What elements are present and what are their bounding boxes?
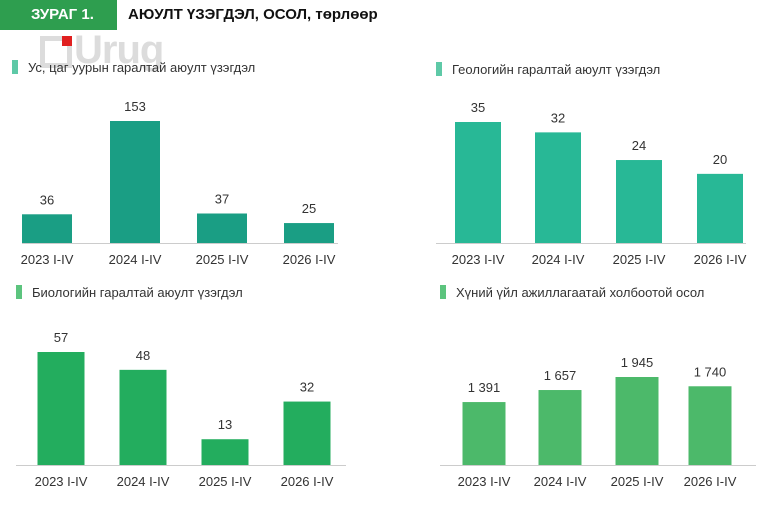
- data-label: 57: [54, 330, 68, 345]
- bar: [201, 439, 249, 465]
- x-tick-label: 2024 I-IV: [534, 474, 587, 489]
- legend-swatch: [440, 285, 446, 299]
- chart-title: Биологийн гаралтай аюулт үзэгдэл: [16, 283, 243, 303]
- bar: [110, 121, 160, 243]
- data-label: 48: [136, 348, 150, 363]
- data-label: 35: [471, 100, 485, 115]
- legend-swatch: [16, 285, 22, 299]
- x-tick-label: 2024 I-IV: [109, 252, 162, 267]
- data-label: 32: [300, 380, 314, 395]
- bar: [284, 223, 334, 243]
- data-label: 1 740: [694, 364, 727, 379]
- data-label: 1 391: [468, 380, 501, 395]
- chart-title-text: Биологийн гаралтай аюулт үзэгдэл: [32, 285, 243, 300]
- data-label: 25: [302, 201, 316, 216]
- data-label: 37: [215, 191, 229, 206]
- bar: [538, 390, 582, 465]
- chart-panel-hydromet: Ус, цаг уурын гаралтай аюулт үзэгдэл 36 2…: [12, 58, 352, 272]
- x-tick-label: 2025 I-IV: [613, 252, 666, 267]
- chart-title: Хүний үйл ажиллагаатай холбоотой осол: [440, 283, 704, 303]
- x-tick-label: 2026 I-IV: [684, 474, 737, 489]
- x-tick-label: 2026 I-IV: [281, 474, 334, 489]
- x-tick-label: 2026 I-IV: [694, 252, 747, 267]
- x-tick-label: 2026 I-IV: [283, 252, 336, 267]
- data-label: 36: [40, 192, 54, 207]
- bar-chart-hydromet: 36 2023 I-IV 153 2024 I-IV 37 2025 I-IV 25 2026…: [21, 99, 338, 267]
- x-tick-label: 2024 I-IV: [117, 474, 170, 489]
- data-label: 20: [713, 152, 727, 167]
- logo-watermark: Urug: [40, 27, 200, 73]
- x-tick-label: 2023 I-IV: [458, 474, 511, 489]
- bar: [119, 369, 167, 465]
- bar: [616, 160, 662, 243]
- figure-tag: ЗУРАГ 1.: [0, 0, 117, 30]
- data-label: 1 945: [621, 355, 654, 370]
- bar-chart-geological: 35 2023 I-IV 32 2024 I-IV 24 2025 I-IV 20 2026 …: [436, 100, 747, 267]
- bar-chart-biological: 57 2023 I-IV 48 2024 I-IV 13 2025 I-IV 32 2026 …: [16, 330, 346, 489]
- x-tick-label: 2023 I-IV: [35, 474, 88, 489]
- x-tick-label: 2023 I-IV: [21, 252, 74, 267]
- bar: [37, 352, 85, 465]
- chart-panel-geological: Геологийн гаралтай аюулт үзэгдэл 35 2023 …: [436, 60, 756, 272]
- x-tick-label: 2025 I-IV: [196, 252, 249, 267]
- data-label: 153: [124, 99, 146, 114]
- chart-title: Геологийн гаралтай аюулт үзэгдэл: [436, 60, 660, 80]
- data-label: 1 657: [544, 368, 577, 383]
- bar-chart-human-accidents: 1 391 2023 I-IV 1 657 2024 I-IV 1 945 2025 I-…: [440, 355, 756, 489]
- chart-title-text: Ус, цаг уурын гаралтай аюулт үзэгдэл: [28, 60, 256, 75]
- bar: [697, 173, 743, 243]
- data-label: 32: [551, 110, 565, 125]
- x-tick-label: 2024 I-IV: [532, 252, 585, 267]
- legend-swatch: [12, 60, 18, 74]
- chart-title-text: Хүний үйл ажиллагаатай холбоотой осол: [456, 285, 705, 300]
- bar: [283, 401, 331, 465]
- logo-text: Urug: [74, 28, 164, 72]
- logo-mark-icon: [40, 36, 72, 69]
- x-tick-label: 2025 I-IV: [199, 474, 252, 489]
- data-label: 13: [218, 417, 232, 432]
- bar: [615, 377, 659, 465]
- figure-title: АЮУЛТ ҮЗЭГДЭЛ, ОСОЛ, төрлөөр: [128, 6, 378, 23]
- bar: [462, 402, 506, 465]
- bar: [455, 122, 501, 243]
- bar: [197, 213, 247, 243]
- chart-panel-biological: Биологийн гаралтай аюулт үзэгдэл 57 2023 …: [16, 283, 352, 496]
- x-tick-label: 2025 I-IV: [611, 474, 664, 489]
- chart-panel-human-accidents: Хүний үйл ажиллагаатай холбоотой осол 1 …: [440, 283, 760, 496]
- x-tick-label: 2023 I-IV: [452, 252, 505, 267]
- data-label: 24: [632, 138, 646, 153]
- bar: [535, 132, 581, 243]
- bar: [688, 386, 732, 465]
- bar: [22, 214, 72, 243]
- chart-title: Ус, цаг уурын гаралтай аюулт үзэгдэл: [12, 58, 255, 78]
- legend-swatch: [436, 62, 442, 76]
- chart-title-text: Геологийн гаралтай аюулт үзэгдэл: [452, 62, 661, 77]
